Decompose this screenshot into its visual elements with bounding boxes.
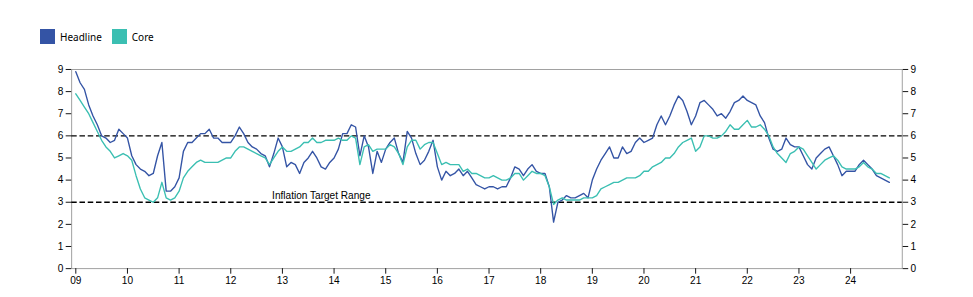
svg-text:6: 6: [58, 130, 64, 141]
svg-text:0: 0: [58, 263, 64, 274]
svg-text:24: 24: [845, 275, 857, 286]
svg-text:4: 4: [58, 174, 64, 185]
svg-text:1: 1: [58, 241, 64, 252]
svg-text:9: 9: [58, 64, 64, 75]
svg-text:15: 15: [380, 275, 392, 286]
html-text:Core: Core: [131, 29, 154, 44]
svg-text:17: 17: [483, 275, 495, 286]
svg-text:6: 6: [911, 130, 917, 141]
svg-text:1: 1: [911, 241, 917, 252]
svg-text:3: 3: [58, 196, 64, 207]
svg-text:12: 12: [225, 275, 237, 286]
svg-text:21: 21: [690, 275, 702, 286]
svg-text:13: 13: [277, 275, 289, 286]
svg-text:3: 3: [911, 196, 917, 207]
svg-text:16: 16: [432, 275, 444, 286]
html-text:Headline: Headline: [60, 29, 102, 44]
svg-text:09: 09: [70, 275, 82, 286]
svg-text:Inflation Target Range: Inflation Target Range: [272, 190, 371, 201]
svg-text:14: 14: [328, 275, 340, 286]
svg-text:5: 5: [58, 152, 64, 163]
svg-text:10: 10: [122, 275, 134, 286]
svg-text:18: 18: [535, 275, 547, 286]
svg-text:23: 23: [793, 275, 805, 286]
svg-text:22: 22: [742, 275, 754, 286]
svg-text:0: 0: [911, 263, 917, 274]
svg-text:8: 8: [911, 86, 917, 97]
svg-text:2: 2: [58, 219, 64, 230]
svg-text:7: 7: [911, 108, 917, 119]
svg-text:19: 19: [587, 275, 599, 286]
svg-text:20: 20: [638, 275, 650, 286]
svg-text:5: 5: [911, 152, 917, 163]
svg-text:2: 2: [911, 219, 917, 230]
svg-text:4: 4: [911, 174, 917, 185]
svg-text:8: 8: [58, 86, 64, 97]
svg-text:7: 7: [58, 108, 64, 119]
svg-text:11: 11: [174, 275, 185, 286]
svg-text:9: 9: [911, 64, 917, 75]
